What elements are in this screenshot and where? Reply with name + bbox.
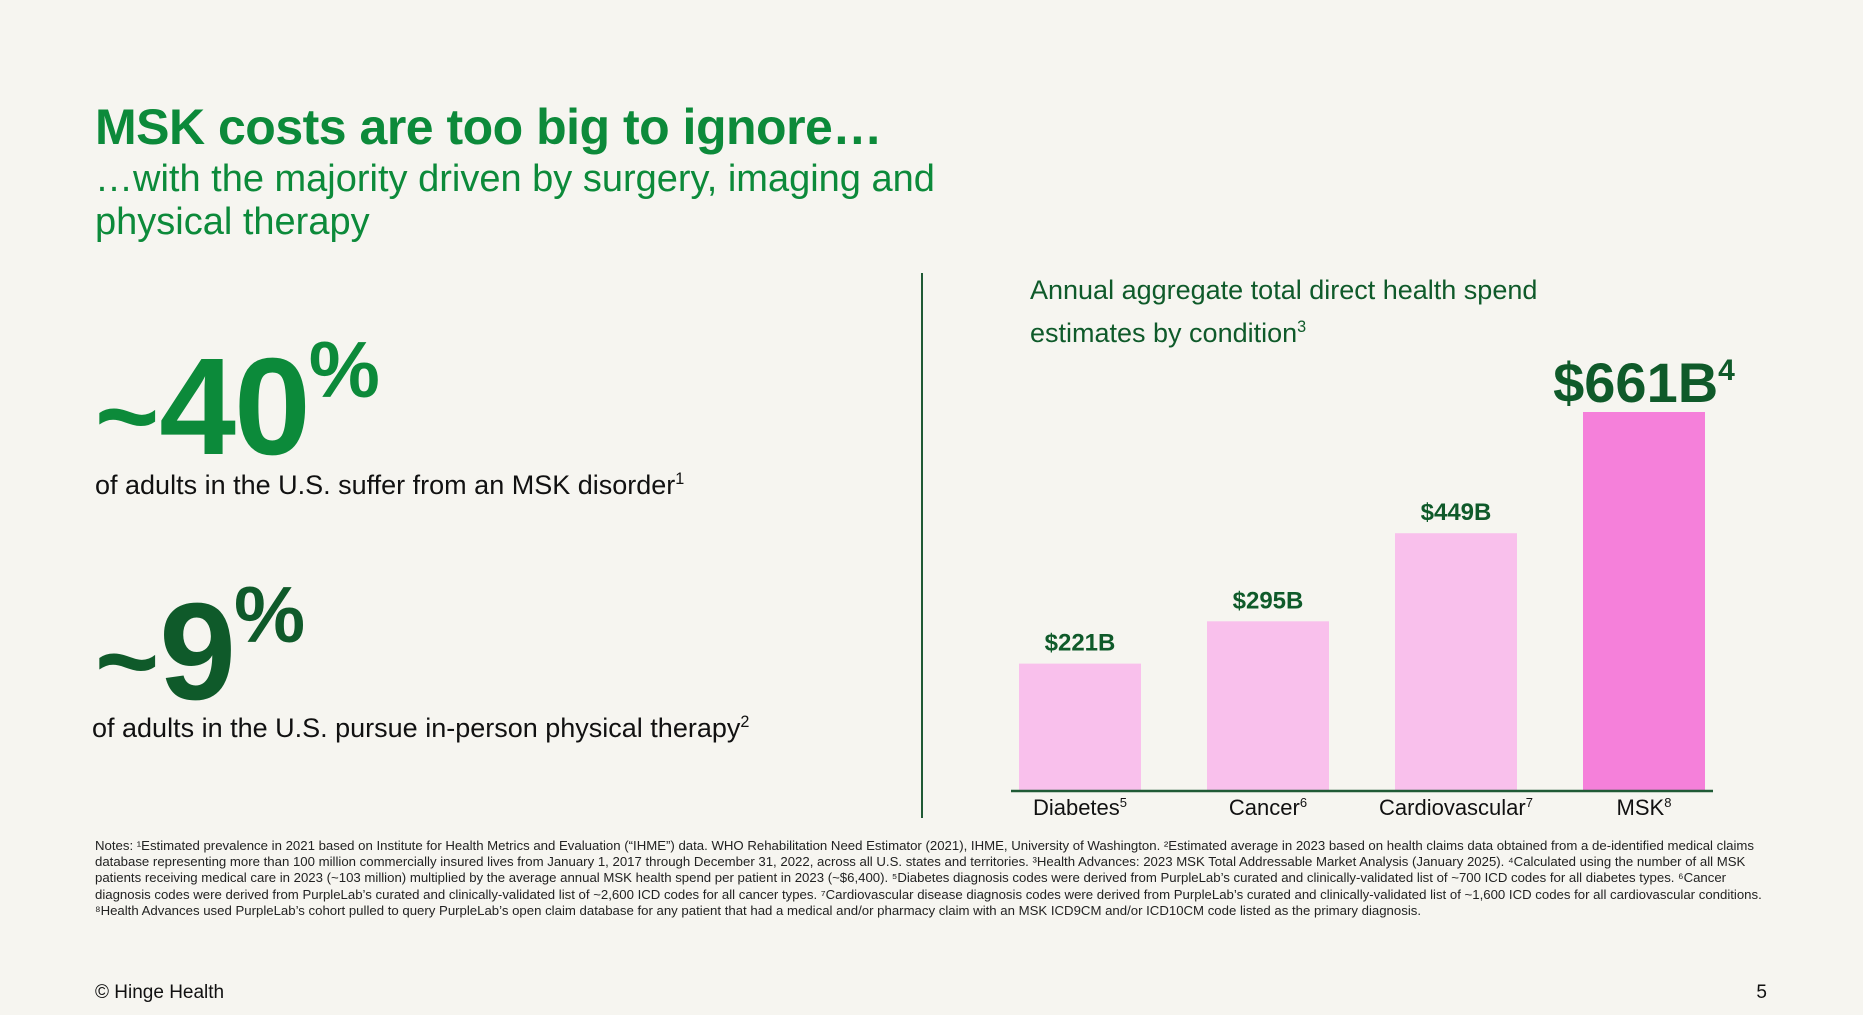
stat-number: 40 [159,330,310,484]
category-label: MSK8 [1617,795,1672,820]
bar-diabetes [1019,663,1141,790]
value-label: $221B [1045,630,1116,657]
stat-description: of adults in the U.S. suffer from an MSK… [95,470,685,500]
bar-msk [1583,412,1705,790]
stat-msk-prevalence: ~40% [95,330,380,478]
page-number: 5 [1756,982,1767,1003]
category-label: Cardiovascular7 [1379,795,1533,820]
value-label: $295B [1233,587,1304,614]
stat-prefix: ~ [95,600,160,723]
page-title: MSK costs are too big to ignore… [95,99,882,155]
spend-bar-chart: $221B Diabetes5 $295B Cancer6 $449B Cardiovas… [1011,351,1735,820]
copyright: © Hinge Health [95,982,225,1003]
stat-prefix: ~ [95,355,160,478]
value-label: $661B4 [1553,351,1735,414]
chart-title: Annual aggregate total direct health spe… [1030,275,1538,348]
stat-description: of adults in the U.S. pursue in-person p… [92,713,750,743]
footnotes: Notes: ¹Estimated prevalence in 2021 bas… [95,838,1762,918]
stat-physical-therapy: ~9% [95,575,305,723]
category-label: Diabetes5 [1033,795,1127,820]
category-label: Cancer6 [1229,795,1307,820]
stat-number: 9 [159,575,236,729]
bar-cardiovascular [1395,533,1517,790]
value-label: $449B [1421,499,1492,526]
stat-suffix: % [234,570,306,659]
vertical-divider [921,273,923,818]
bar-cancer [1207,621,1329,790]
page-subtitle: …with the majority driven by surgery, im… [95,158,935,243]
stat-suffix: % [308,325,380,414]
